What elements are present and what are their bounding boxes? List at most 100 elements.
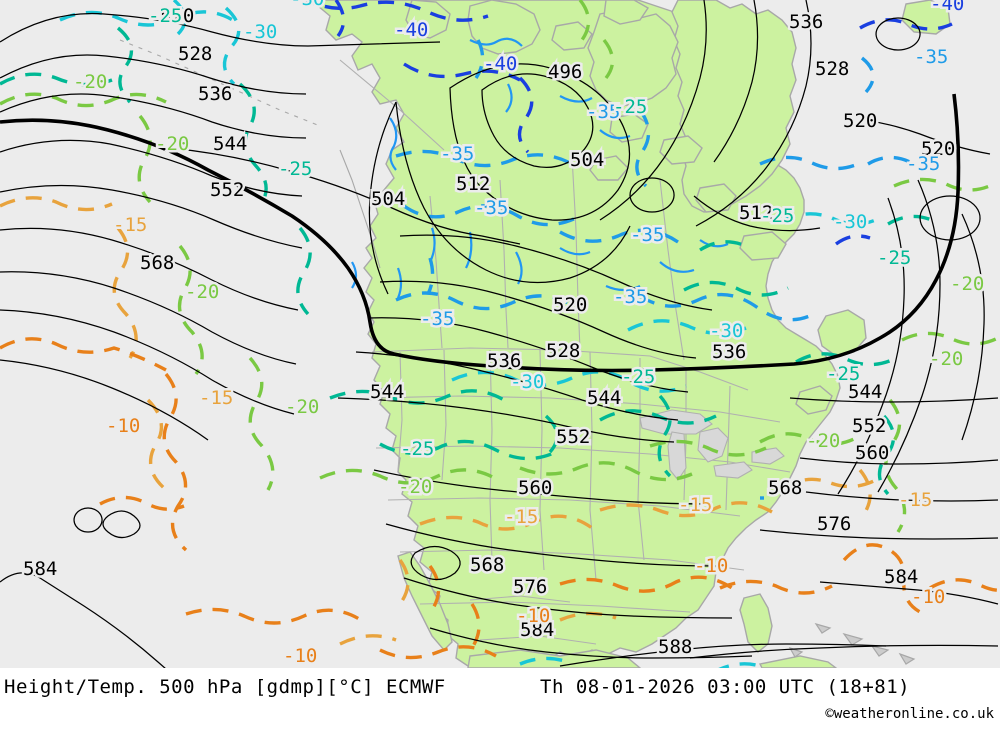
contour-544-atl [789, 397, 999, 403]
isotherm-label-halo: -15 [113, 214, 147, 236]
height-contour-label-halo: 504 [570, 149, 604, 171]
isotherm-label: -30 [709, 320, 743, 342]
land-arctic-isle-a [551, 21, 593, 51]
contour-520-east [695, 0, 812, 227]
coast-aleutians [119, 39, 321, 127]
contour-512-tail [368, 101, 397, 295]
border-prov-4 [339, 59, 445, 151]
contour-552-mid [0, 184, 303, 249]
isotherm-label-halo: -25 [877, 247, 911, 269]
height-contour-label: 520 [160, 5, 194, 27]
height-contour-label-halo: 560 [518, 477, 552, 499]
border-state-4 [539, 349, 545, 571]
isotherm-label-halo: -20 [185, 281, 219, 303]
height-contour-label-halo: 588 [658, 636, 692, 658]
height-contour-label-halo: 568 [768, 477, 802, 499]
isotherm-label: -40 [483, 53, 517, 75]
land-banks-island [405, 0, 451, 39]
isotherm-label-halo: -10 [516, 605, 550, 627]
contour-536-east [599, 0, 707, 221]
height-contour-label-halo: 544 [587, 387, 621, 409]
isotherm-label-halo: -35 [440, 143, 474, 165]
height-contour-label-halo: 520 [553, 294, 587, 316]
contour-576-cent [403, 577, 733, 619]
border-mexico-1 [469, 595, 571, 603]
contour-512-cent [399, 234, 713, 311]
footer-bar: Height/Temp. 500 hPa [gdmp][°C] ECMWF Th… [0, 668, 1000, 733]
land-cuba [758, 655, 838, 668]
contour-544-mid [169, 147, 521, 245]
height-contour-label: 528 [178, 43, 212, 65]
isotherm-label: -25 [621, 366, 655, 388]
land-ellesmere [603, 0, 649, 25]
isotherm-label-halo: -35 [914, 46, 948, 68]
contour-r1 [877, 179, 941, 493]
contour-560-nw [0, 227, 299, 311]
isotherm-label-halo: -30 [709, 320, 743, 342]
height-label-group: 520 520 528 528 536 536 544 544 552 552 568 568 584 5… [21, 3, 958, 661]
height-contour-label: 552 [852, 415, 886, 437]
isotherm-label-halo: -35 [420, 308, 454, 330]
contour-584-cent [429, 627, 753, 659]
isotherm-label-halo: -30 [243, 21, 277, 43]
isotherm-label-halo: -35 [474, 197, 508, 219]
border-mexico-2 [479, 635, 597, 645]
land-arctic-isle-b [609, 113, 649, 143]
isotherm-label-halo: -30 [290, 0, 324, 10]
isotherm-label: -15 [898, 489, 932, 511]
contour-528-cent [367, 317, 689, 393]
height-contour-label: 528 [815, 58, 849, 80]
height-contour-label-halo: 544 [213, 133, 247, 155]
contour-588-cent [559, 643, 887, 667]
height-contour-label-halo: 528 [178, 43, 212, 65]
map-canvas[interactable]: 520 520 528 528 536 536 544 544 552 552 568 568 584 5… [0, 0, 1000, 668]
contour-576-atl [759, 529, 999, 540]
border-state-3 [489, 349, 493, 561]
isotherm-minus20 [0, 0, 999, 533]
contour-568-nw [0, 271, 297, 365]
height-contour-label-halo: 576 [817, 513, 851, 535]
height-contour-label: 588 [658, 636, 692, 658]
height-contour-label-halo: 544 [848, 381, 882, 403]
height-contour-label: 504 [570, 149, 604, 171]
isotherm-label: -20 [155, 133, 189, 155]
isotherm-label: -35 [586, 101, 620, 123]
height-contour-label-halo: 520 [921, 138, 955, 160]
height-contour-label: 576 [513, 576, 547, 598]
isotherm-label-halo: -10 [911, 586, 945, 608]
height-contour-label-halo: 536 [487, 350, 521, 372]
isotherm-label: -15 [678, 494, 712, 516]
height-contour-label: 496 [548, 61, 582, 83]
isotherm-label: -40 [394, 19, 428, 41]
isotherm-label-halo: -25 [621, 366, 655, 388]
map-svg: 520 520 528 528 536 536 544 544 552 552 568 568 584 5… [0, 0, 1000, 668]
border-state-h3 [387, 497, 741, 517]
isotherm-minus35 [395, 39, 911, 500]
height-contour-label: 568 [768, 477, 802, 499]
height-contour-label: 520 [553, 294, 587, 316]
isotherm-label-halo: -20 [285, 396, 319, 418]
isotherm-label: -20 [398, 476, 432, 498]
isotherm-label-halo: -10 [106, 415, 140, 437]
contour-560-atl [799, 457, 999, 465]
height-contour-label: 568 [470, 554, 504, 576]
height-contour-label-halo: 536 [712, 341, 746, 363]
isotherm-label: -20 [806, 430, 840, 452]
height-contour-label-halo: 536 [789, 11, 823, 33]
isotherm-minus30 [59, 0, 881, 668]
chart-title: Height/Temp. 500 hPa [gdmp][°C] ECMWF [4, 676, 446, 698]
isotherm-label-halo: -30 [833, 211, 867, 233]
height-contour-label: 552 [556, 426, 590, 448]
isotherm-label-halo: -25 [278, 158, 312, 180]
isotherm-label: -20 [950, 273, 984, 295]
land-arctic-isle-c [659, 135, 703, 165]
height-contour-label: 512 [456, 173, 490, 195]
land-arctic-isle-e [739, 231, 787, 261]
contour-588-atl [689, 644, 999, 659]
contour-568-atl [805, 491, 999, 502]
height-contour-label: 544 [213, 133, 247, 155]
land-florida [739, 593, 773, 653]
border-state-5 [589, 351, 597, 581]
isotherm-label-halo: -30 [510, 371, 544, 393]
